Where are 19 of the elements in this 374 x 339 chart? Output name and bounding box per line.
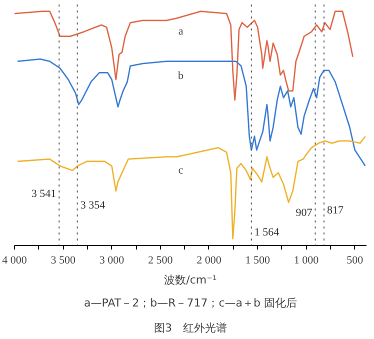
ref-line-label: 1 564 [254, 226, 280, 239]
series-label: a [178, 25, 184, 38]
x-tick-label: 4 000 [2, 254, 28, 266]
x-tick-label: 3 500 [50, 254, 76, 266]
caption: 图3 红外光谱 [154, 322, 227, 334]
x-tick-label: 500 [346, 254, 364, 266]
x-tick-label: 2 000 [196, 254, 222, 266]
x-axis-title: 波数/cm⁻¹ [164, 274, 217, 286]
text: a—PAT－2；b—R－717；c—a＋b 固化后 [84, 296, 297, 310]
series-label: b [178, 70, 184, 82]
ref-line-label: 3 354 [80, 199, 106, 212]
series-label: c [178, 164, 184, 176]
ref-line-label: 817 [327, 204, 344, 217]
x-tick-label: 2 500 [148, 254, 174, 266]
x-tick-label: 1 000 [294, 254, 320, 266]
x-tick-label: 1 500 [245, 254, 270, 266]
ref-line-label: 3 541 [31, 188, 56, 200]
ref-line-label: 907 [296, 206, 313, 219]
x-tick-label: 3 000 [99, 254, 125, 266]
